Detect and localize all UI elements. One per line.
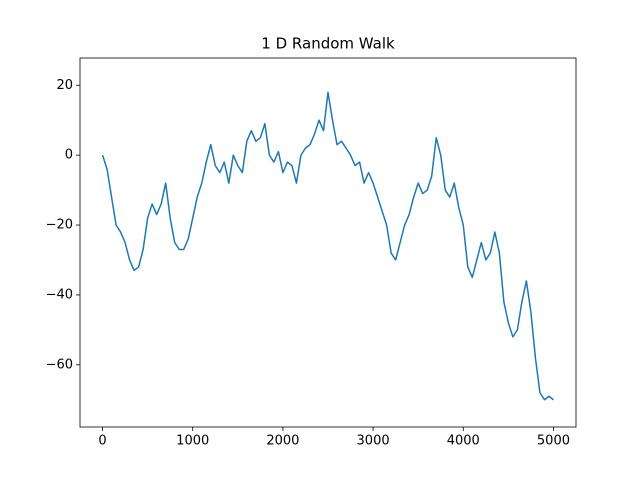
y-tick-label: 20 [56,78,73,93]
x-tick-label: 1000 [176,434,209,449]
x-tick-label: 2000 [266,434,299,449]
y-tick-label: 0 [65,148,73,163]
data-line [101,91,554,401]
y-tick-label: −40 [46,287,73,302]
y-tick-label: −60 [46,357,73,372]
x-tick-label: 3000 [357,434,390,449]
x-tick-label: 5000 [537,434,570,449]
x-tick-label: 4000 [447,434,480,449]
chart-title: 1 D Random Walk [261,35,395,53]
y-tick-label: −20 [46,218,73,233]
x-tick-label: 0 [98,434,106,449]
axes-frame [79,57,577,428]
